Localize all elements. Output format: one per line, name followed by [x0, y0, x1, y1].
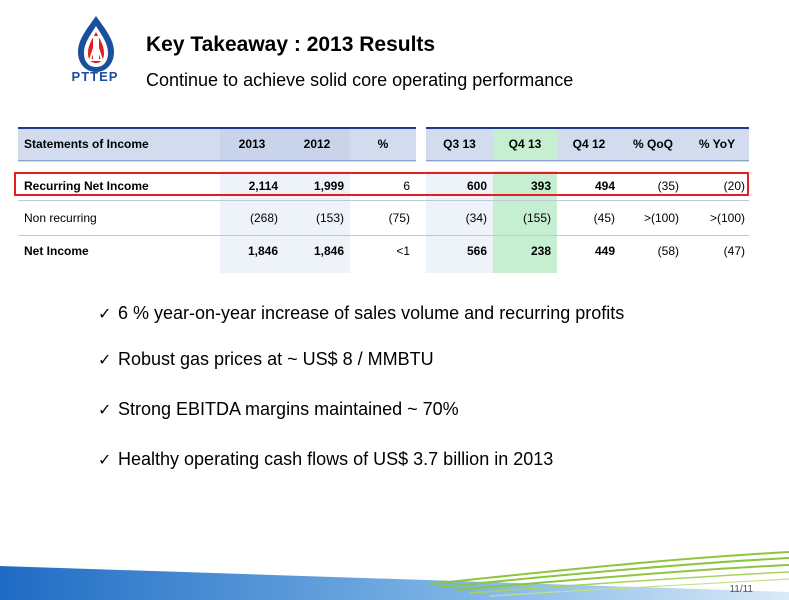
- checkmark-icon: ✓: [98, 352, 112, 369]
- table-cell: 1,846: [247, 244, 278, 258]
- header-q4-12: Q4 12: [572, 137, 606, 151]
- table-cell: 2,114: [248, 179, 278, 193]
- list-item: ✓ Strong EBITDA margins maintained ~ 70%: [98, 399, 459, 420]
- row-divider: [18, 200, 749, 201]
- checkmark-icon: ✓: [98, 306, 112, 323]
- table-cell: (35): [657, 179, 679, 193]
- income-statement-table: Statements of Income 2013 2012 % Q3 13 Q…: [18, 127, 749, 273]
- table-cell: (58): [657, 244, 679, 258]
- header-label: Statements of Income: [24, 137, 149, 151]
- list-item: ✓ Healthy operating cash flows of US$ 3.7…: [98, 449, 553, 470]
- header-2013: 2013: [238, 137, 266, 151]
- checkmark-icon: ✓: [98, 402, 112, 419]
- list-item: ✓ Robust gas prices at ~ US$ 8 / MMBTU: [98, 349, 434, 370]
- table-cell: 566: [466, 244, 487, 258]
- bullet-text: 6 % year-on-year increase of sales volum…: [118, 303, 625, 323]
- col-shade-q4: [493, 171, 557, 273]
- row-divider: [18, 235, 749, 236]
- page-number: 11/11: [729, 584, 753, 595]
- header-yoy: % YoY: [698, 137, 736, 151]
- header-q3-13: Q3 13: [443, 137, 476, 151]
- header-pct: %: [377, 137, 389, 151]
- table-cell: 238: [530, 244, 551, 258]
- col-shade-annual: [220, 171, 350, 273]
- table-cell: 1,846: [313, 244, 344, 258]
- page-title: Key Takeaway : 2013 Results: [146, 33, 436, 56]
- header-rule: [426, 160, 749, 161]
- bullet-text: Robust gas prices at ~ US$ 8 / MMBTU: [118, 349, 434, 369]
- page-subtitle: Continue to achieve solid core operating…: [146, 70, 574, 90]
- table-cell: 449: [594, 244, 615, 258]
- footer-wave-graphic: [0, 551, 789, 600]
- table-cell: 494: [594, 179, 615, 193]
- checkmark-icon: ✓: [98, 452, 112, 469]
- table-cell: (153): [315, 211, 344, 225]
- col-shade-q3: [426, 171, 493, 273]
- row-label: Net Income: [24, 244, 89, 258]
- bullet-text: Strong EBITDA margins maintained ~ 70%: [118, 399, 459, 419]
- header-q4-13: Q4 13: [508, 137, 542, 151]
- table-cell: 6: [403, 179, 410, 193]
- header-rule: [18, 160, 416, 161]
- table-cell: (34): [465, 211, 487, 225]
- list-item: ✓ 6 % year-on-year increase of sales volu…: [98, 303, 624, 324]
- table-cell: >(100): [643, 211, 679, 225]
- table-cell: (155): [522, 211, 551, 225]
- table-cell: 393: [530, 179, 551, 193]
- row-label: Recurring Net Income: [24, 179, 149, 193]
- logo-text: PTTEP: [71, 69, 119, 84]
- row-label: Non recurring: [24, 211, 97, 225]
- bullet-text: Healthy operating cash flows of US$ 3.7 …: [118, 449, 554, 469]
- header-2012: 2012: [303, 137, 331, 151]
- table-cell: (47): [723, 244, 745, 258]
- pttep-logo-icon: [78, 16, 114, 72]
- highlight-box: [14, 172, 749, 196]
- table-cell: (268): [249, 211, 278, 225]
- table-header-right: [426, 127, 749, 162]
- header-shade: [220, 129, 350, 160]
- table-cell: >(100): [709, 211, 745, 225]
- table-cell: 1,999: [313, 179, 344, 193]
- table-cell: 600: [466, 179, 487, 193]
- table-cell: (75): [388, 211, 410, 225]
- table-cell: (45): [593, 211, 615, 225]
- header-green-shade: [493, 129, 557, 160]
- table-cell: (20): [723, 179, 745, 193]
- table-cell: <1: [396, 244, 410, 258]
- header-qoq: % QoQ: [632, 137, 673, 151]
